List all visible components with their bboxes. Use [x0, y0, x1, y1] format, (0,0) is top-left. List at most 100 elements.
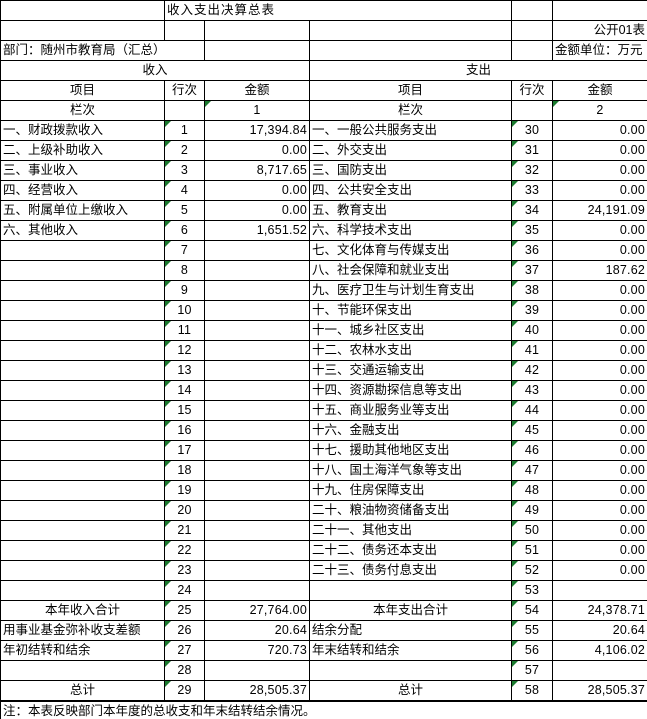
- income-amount-cell: [204, 660, 310, 681]
- income-line-cell: 11: [164, 320, 205, 341]
- income-amount-cell: [204, 320, 310, 341]
- income-item-cell: [0, 480, 165, 501]
- expense-line-cell: 52: [511, 560, 553, 581]
- income-item-cell: [0, 380, 165, 401]
- income-amount-cell: [204, 520, 310, 541]
- income-line-cell: 17: [164, 440, 205, 461]
- income-amount-cell: [204, 560, 310, 581]
- income-item-cell: 用事业基金弥补收支差额: [0, 620, 165, 641]
- income-line-cell: 23: [164, 560, 205, 581]
- income-item-cell: 二、上级补助收入: [0, 140, 165, 161]
- expense-amount-cell: 0.00: [552, 280, 647, 301]
- title-spacer-right: [552, 0, 647, 21]
- income-amount-cell: 8,717.65: [204, 160, 310, 181]
- page-title: 收入支出决算总表: [164, 0, 512, 21]
- expense-item-cell: 六、科学技术支出: [309, 220, 512, 241]
- income-line-cell: 27: [164, 640, 205, 661]
- expense-amount-cell: 0.00: [552, 140, 647, 161]
- expense-item-cell: 十五、商业服务业等支出: [309, 400, 512, 421]
- table-row: 23 二十三、债务付息支出 52 0.00: [0, 560, 647, 581]
- expense-line-cell: 44: [511, 400, 553, 421]
- formcode-blank-5: [511, 20, 553, 41]
- note-row: 注：本表反映部门本年度的总收支和年末结转结余情况。: [0, 701, 647, 719]
- form-code-row: 公开01表: [0, 20, 647, 41]
- expense-amount-cell: 0.00: [552, 360, 647, 381]
- income-amount-cell: 28,505.37: [204, 680, 310, 701]
- income-item-cell: [0, 500, 165, 521]
- expense-amount-cell: 0.00: [552, 500, 647, 521]
- table-row: 20 二十、粮油物资储备支出 49 0.00: [0, 500, 647, 521]
- income-line-cell: 20: [164, 500, 205, 521]
- income-amount-cell: 20.64: [204, 620, 310, 641]
- table-row: 11 十一、城乡社区支出 40 0.00: [0, 320, 647, 341]
- expense-item-cell: 年末结转和结余: [309, 640, 512, 661]
- income-item-cell: [0, 260, 165, 281]
- table-row: 18 十八、国土海洋气象等支出 47 0.00: [0, 460, 647, 481]
- expense-item-cell: 二十一、其他支出: [309, 520, 512, 541]
- expense-line-cell: 32: [511, 160, 553, 181]
- expense-item-cell: 十六、金融支出: [309, 420, 512, 441]
- expense-amount-cell: 24,191.09: [552, 200, 647, 221]
- expense-line-cell: 49: [511, 500, 553, 521]
- income-line-cell: 28: [164, 660, 205, 681]
- expense-item-cell: 一、一般公共服务支出: [309, 120, 512, 141]
- income-item-cell: [0, 340, 165, 361]
- income-amount-cell: 720.73: [204, 640, 310, 661]
- expense-amount-cell: 0.00: [552, 240, 647, 261]
- income-line-cell: 26: [164, 620, 205, 641]
- expense-item-cell: 结余分配: [309, 620, 512, 641]
- expense-line-cell: 31: [511, 140, 553, 161]
- column-number-row: 栏次 1 栏次 2: [0, 100, 647, 121]
- expense-item-cell: 八、社会保障和就业支出: [309, 260, 512, 281]
- expense-item-cell: 二十二、债务还本支出: [309, 540, 512, 561]
- expense-amount-cell: 0.00: [552, 180, 647, 201]
- table-row: 13 十三、交通运输支出 42 0.00: [0, 360, 647, 381]
- expense-amount-cell: 0.00: [552, 300, 647, 321]
- income-amount-cell: [204, 580, 310, 601]
- expense-line-cell: 43: [511, 380, 553, 401]
- dept-blank-1: [204, 40, 310, 61]
- expense-item-cell: 七、文化体育与传媒支出: [309, 240, 512, 261]
- section-header-expense: 支出: [309, 60, 647, 81]
- income-amount-cell: [204, 400, 310, 421]
- expense-item-cell: 十八、国土海洋气象等支出: [309, 460, 512, 481]
- expense-item-cell: 二、外交支出: [309, 140, 512, 161]
- lanci-label-expense: 栏次: [309, 100, 512, 121]
- income-item-cell: [0, 560, 165, 581]
- table-row: 二、上级补助收入 2 0.00 二、外交支出 31 0.00: [0, 140, 647, 161]
- income-line-cell: 19: [164, 480, 205, 501]
- expense-amount-cell: 0.00: [552, 400, 647, 421]
- income-amount-cell: [204, 540, 310, 561]
- expense-item-cell: 九、医疗卫生与计划生育支出: [309, 280, 512, 301]
- expense-line-cell: 36: [511, 240, 553, 261]
- income-item-cell: [0, 300, 165, 321]
- income-amount-cell: [204, 480, 310, 501]
- table-row: 总计 29 28,505.37 总计 58 28,505.37: [0, 680, 647, 701]
- formcode-blank-3: [204, 20, 310, 41]
- lanci-label-income: 栏次: [0, 100, 165, 121]
- section-header-income: 收入: [0, 60, 310, 81]
- income-line-cell: 29: [164, 680, 205, 701]
- expense-item-cell: 本年支出合计: [309, 600, 512, 621]
- income-amount-cell: 1,651.52: [204, 220, 310, 241]
- expense-item-cell: 二十三、债务付息支出: [309, 560, 512, 581]
- income-line-cell: 25: [164, 600, 205, 621]
- table-row: 8 八、社会保障和就业支出 37 187.62: [0, 260, 647, 281]
- formcode-blank-2: [164, 20, 205, 41]
- table-row: 19 十九、住房保障支出 48 0.00: [0, 480, 647, 501]
- income-line-cell: 3: [164, 160, 205, 181]
- income-amount-cell: [204, 440, 310, 461]
- expense-amount-cell: 24,378.71: [552, 600, 647, 621]
- table-row: 14 十四、资源勘探信息等支出 43 0.00: [0, 380, 647, 401]
- income-amount-cell: [204, 460, 310, 481]
- column-header-expense-line: 行次: [511, 80, 553, 101]
- income-amount-cell: [204, 420, 310, 441]
- income-amount-cell: [204, 260, 310, 281]
- column-header-income-amount: 金额: [204, 80, 310, 101]
- expense-item-cell: 十四、资源勘探信息等支出: [309, 380, 512, 401]
- expense-amount-cell: 0.00: [552, 220, 647, 241]
- column-header-expense-item: 项目: [309, 80, 512, 101]
- table-row: 16 十六、金融支出 45 0.00: [0, 420, 647, 441]
- lanci-blank-expense: [511, 100, 553, 121]
